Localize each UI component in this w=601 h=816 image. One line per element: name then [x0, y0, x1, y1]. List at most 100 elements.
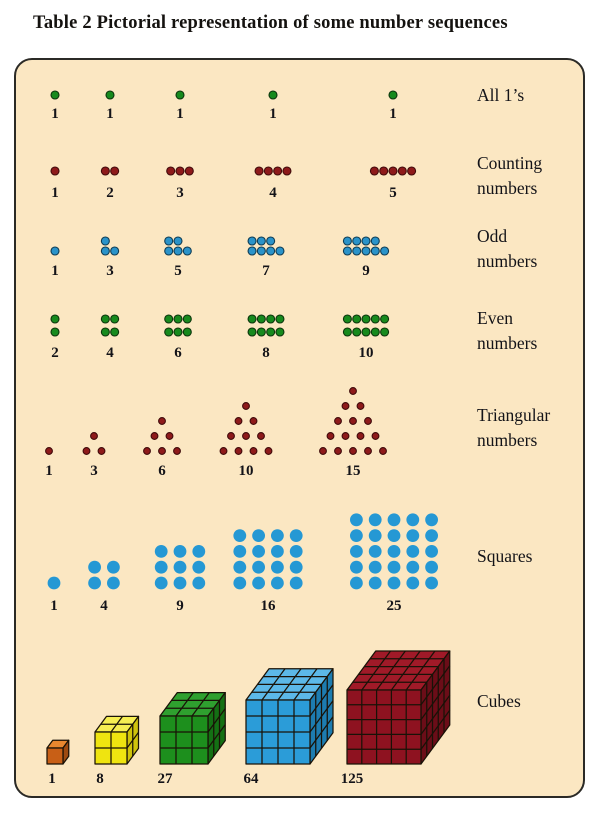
figure-cubes-front — [46, 747, 64, 765]
figure-cubes-grid — [420, 709, 451, 750]
count-label-squares: 16 — [261, 598, 277, 614]
figure-squares — [350, 560, 363, 574]
figure-odd — [256, 236, 266, 246]
figure-all-ones — [268, 90, 278, 100]
figure-squares — [406, 513, 420, 527]
figure-triangular — [234, 447, 243, 455]
figure-even — [256, 314, 266, 324]
figure-squares — [252, 560, 265, 574]
figure-triangular — [165, 432, 174, 440]
count-label-squares: 9 — [176, 598, 184, 614]
figure-triangular — [334, 447, 342, 455]
count-label-counting: 3 — [176, 185, 184, 201]
figure-even — [352, 327, 362, 337]
count-label-counting: 1 — [51, 185, 59, 201]
figure-odd — [164, 246, 174, 256]
figure-even — [342, 327, 352, 337]
figure-cubes-grid — [376, 650, 406, 691]
figure-odd — [256, 246, 266, 256]
figure-even — [100, 327, 110, 337]
count-label-odd: 7 — [262, 263, 270, 279]
figure-triangular — [227, 432, 235, 440]
figure-triangular — [349, 387, 357, 395]
figure-triangular — [219, 447, 228, 455]
count-label-cubes: 27 — [158, 771, 174, 787]
figure-squares — [289, 576, 303, 590]
row-label-counting: Counting — [477, 153, 542, 173]
figure-squares — [233, 560, 247, 574]
figure-odd — [50, 246, 60, 256]
figure-title: Table 2 Pictorial representation of some… — [33, 13, 508, 33]
figure-squares — [425, 560, 438, 574]
figure-squares — [173, 545, 187, 558]
count-label-squares: 1 — [50, 598, 58, 614]
row-label-even: Even — [477, 308, 513, 328]
figure-cubes-grid — [420, 680, 451, 720]
count-label-counting: 5 — [389, 185, 397, 201]
figure-even — [352, 314, 362, 324]
figure-squares — [233, 529, 247, 542]
count-label-even: 8 — [262, 345, 270, 361]
figure-squares — [425, 576, 438, 590]
figure-even — [182, 314, 192, 324]
figure-all-ones — [388, 90, 398, 100]
figure-cubes-grid — [207, 724, 226, 749]
figure-squares — [271, 576, 284, 590]
figure-squares — [406, 545, 420, 558]
count-label-triangular: 1 — [45, 463, 53, 479]
figure-odd — [247, 236, 257, 246]
figure-triangular — [90, 432, 98, 440]
figure-counting — [282, 166, 292, 176]
count-label-all-ones: 1 — [51, 106, 59, 122]
figure-triangular — [97, 447, 106, 455]
figure-triangular — [242, 402, 250, 410]
figure-squares — [173, 576, 187, 590]
figure-even — [164, 327, 174, 337]
figure-squares — [289, 545, 303, 558]
figure-squares — [252, 576, 265, 590]
figure-even — [173, 314, 183, 324]
figure-even — [275, 314, 285, 324]
figure-squares — [368, 545, 382, 558]
figure-squares — [154, 576, 168, 590]
row-label-counting: numbers — [477, 178, 537, 198]
figure-squares — [192, 545, 206, 558]
figure-squares — [154, 560, 168, 574]
figure-squares — [233, 545, 247, 558]
count-label-triangular: 15 — [346, 463, 361, 479]
row-label-triangular: Triangular — [477, 405, 550, 425]
figure-triangular — [319, 447, 327, 455]
figure-squares — [368, 529, 382, 542]
figure-triangular — [234, 417, 243, 425]
figure-triangular — [82, 447, 91, 455]
figure-odd — [164, 236, 174, 246]
figure-squares — [387, 513, 401, 527]
figure-cubes-grid — [309, 684, 334, 717]
figure-triangular — [249, 417, 258, 425]
figure-cubes-front — [159, 715, 209, 765]
figure-triangular — [150, 432, 159, 440]
figure-cubes-grid — [293, 668, 318, 701]
figure-even — [266, 314, 276, 324]
figure-squares — [387, 576, 401, 590]
figure-triangular — [249, 447, 258, 455]
row-label-odd: numbers — [477, 251, 537, 271]
figure-triangular — [379, 447, 387, 455]
figure-even — [50, 314, 60, 324]
figure-odd — [110, 246, 120, 256]
figure-triangular — [158, 447, 166, 455]
figure-triangular — [356, 402, 365, 410]
figure-triangular — [264, 447, 273, 455]
figure-cubes-grid — [175, 692, 194, 717]
figure-odd — [342, 246, 352, 256]
figure-counting — [166, 166, 176, 176]
figure-even — [110, 327, 120, 337]
count-label-triangular: 3 — [90, 463, 98, 479]
figure-even — [380, 314, 390, 324]
figure-triangular — [326, 432, 335, 440]
count-label-odd: 3 — [106, 263, 114, 279]
figure-odd — [361, 236, 371, 246]
figure-squares — [350, 513, 363, 527]
figure-squares — [173, 560, 187, 574]
count-label-odd: 5 — [174, 263, 182, 279]
